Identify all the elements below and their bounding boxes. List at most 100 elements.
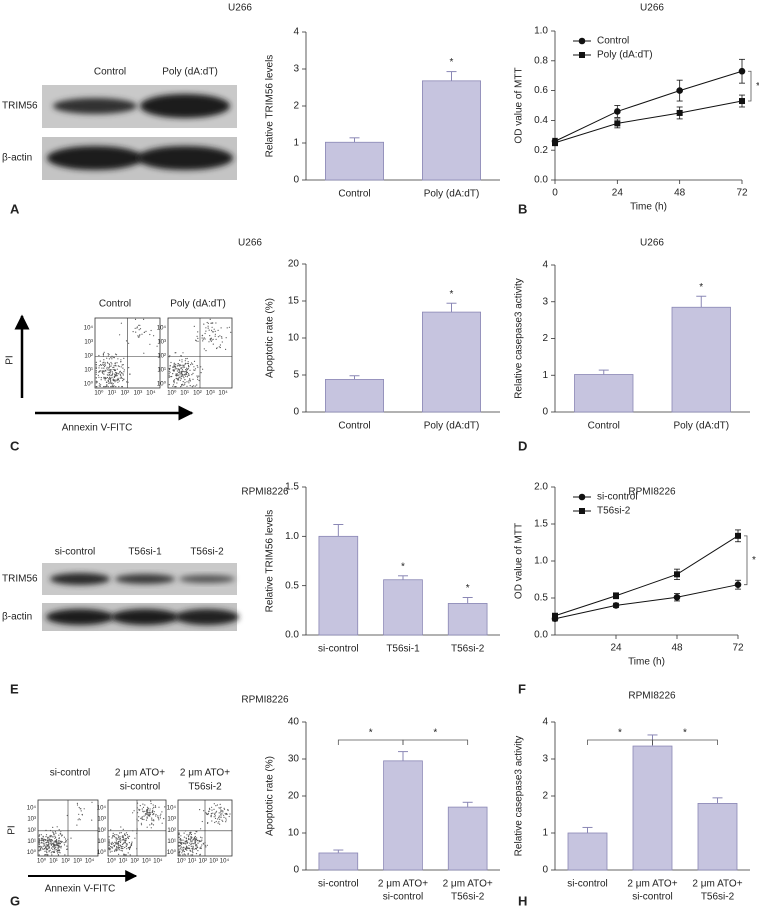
- band: [46, 609, 114, 625]
- event-dot: [226, 327, 228, 329]
- event-dot: [155, 813, 157, 816]
- x-tick-label: 2 μm ATO+: [692, 879, 742, 890]
- event-dot: [210, 812, 212, 815]
- event-dot: [128, 367, 130, 369]
- event-dot: [172, 369, 174, 371]
- event-dot: [217, 336, 219, 338]
- event-dot: [64, 854, 66, 856]
- event-dot: [216, 347, 218, 349]
- event-dot: [168, 356, 170, 358]
- event-dot: [205, 812, 207, 814]
- event-dot: [225, 819, 227, 821]
- y-tick-label: 2.0: [534, 482, 548, 493]
- event-dot: [110, 829, 112, 831]
- event-dot: [108, 367, 110, 369]
- event-dot: [44, 846, 47, 848]
- y-tick-label: 0.8: [534, 55, 548, 66]
- event-dot: [117, 840, 119, 843]
- event-dot: [180, 367, 182, 369]
- chart-title: RPMI8226: [241, 487, 289, 498]
- bar: [567, 832, 608, 871]
- event-dot: [38, 846, 40, 848]
- event-dot: [183, 374, 185, 376]
- event-dot: [47, 848, 49, 850]
- event-dot: [111, 846, 113, 848]
- event-dot: [111, 376, 113, 378]
- axis-label: Annexin V-FITC: [62, 423, 133, 434]
- event-dot: [172, 385, 174, 387]
- event-dot: [197, 376, 199, 378]
- event-dot: [200, 836, 202, 838]
- event-dot: [196, 335, 198, 337]
- event-dot: [215, 322, 217, 324]
- x-tick-label: 48: [671, 643, 683, 654]
- event-dot: [157, 815, 159, 817]
- event-dot: [154, 805, 156, 807]
- y-tick-label: 0.2: [534, 145, 548, 156]
- event-dot: [204, 844, 206, 847]
- event-dot: [182, 381, 184, 383]
- event-dot: [115, 373, 117, 375]
- event-dot: [215, 820, 217, 823]
- event-dot: [221, 337, 223, 339]
- band: [179, 575, 235, 583]
- event-dot: [190, 837, 192, 839]
- event-dot: [134, 327, 136, 329]
- y-axis-label: Relative TRIM56 levels: [265, 510, 276, 613]
- event-dot: [109, 366, 111, 368]
- event-dot: [215, 805, 217, 807]
- event-dot: [117, 372, 119, 374]
- event-dot: [179, 371, 181, 373]
- event-dot: [172, 373, 174, 375]
- event-dot: [159, 815, 161, 817]
- event-dot: [179, 372, 181, 374]
- band: [111, 609, 179, 625]
- y-tick-label: 0.5: [285, 580, 299, 591]
- event-dot: [112, 386, 114, 388]
- event-dot: [45, 849, 47, 851]
- event-dot: [194, 833, 196, 835]
- event-dot: [55, 832, 57, 834]
- event-dot: [122, 837, 124, 839]
- y-tick-label: 3: [542, 296, 548, 307]
- y-tick-label: 0: [293, 175, 299, 186]
- event-dot: [195, 844, 198, 846]
- event-dot: [135, 331, 137, 333]
- event-dot: [103, 367, 105, 369]
- event-dot: [132, 830, 134, 832]
- event-dot: [122, 364, 124, 366]
- event-dot: [188, 374, 190, 376]
- event-dot: [98, 365, 100, 367]
- event-dot: [53, 851, 55, 854]
- event-dot: [49, 836, 51, 838]
- event-dot: [114, 375, 116, 377]
- event-dot: [200, 828, 202, 830]
- event-dot: [110, 380, 112, 382]
- event-dot: [116, 847, 118, 849]
- event-dot: [45, 839, 47, 841]
- event-dot: [112, 378, 114, 380]
- significance-bracket: [402, 739, 469, 745]
- event-dot: [191, 836, 193, 839]
- x-tick-label: T56si-2: [701, 892, 735, 903]
- event-dot: [138, 324, 140, 326]
- event-dot: [95, 371, 97, 373]
- bar: [383, 760, 423, 871]
- event-dot: [114, 841, 116, 844]
- event-dot: [147, 811, 149, 814]
- event-dot: [186, 842, 188, 844]
- event-dot: [103, 376, 105, 378]
- band: [50, 573, 110, 585]
- event-dot: [57, 848, 59, 850]
- event-dot: [141, 808, 143, 810]
- event-dot: [122, 373, 124, 375]
- x-tick-label: 2 μm ATO+: [378, 879, 428, 890]
- flow-plots: 10⁰10⁰10¹10¹10²10²10³10³10⁴10⁴10⁰10⁰10¹1…: [27, 799, 233, 865]
- event-dot: [98, 383, 101, 385]
- event-dot: [203, 323, 205, 325]
- event-dot: [104, 363, 106, 365]
- event-dot: [200, 847, 202, 850]
- event-dot: [220, 815, 222, 817]
- event-dot: [115, 842, 118, 844]
- event-dot: [123, 371, 125, 373]
